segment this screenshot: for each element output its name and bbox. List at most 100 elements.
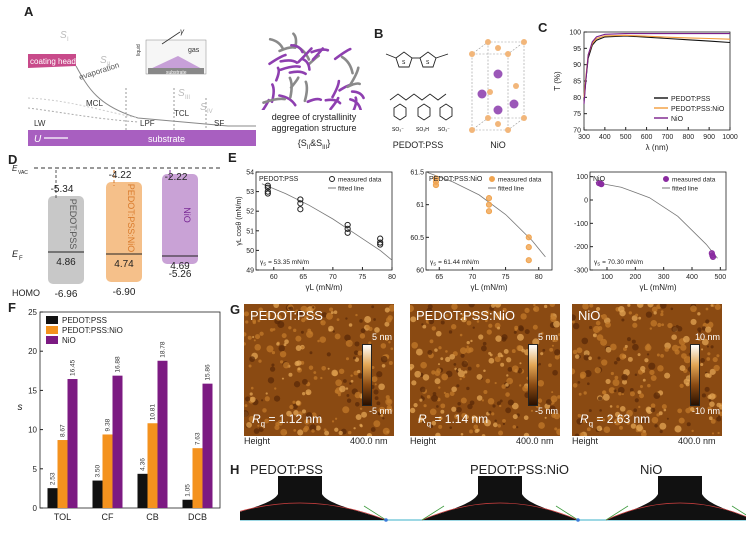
texture-dot [327,367,330,370]
texture-dot [244,410,249,417]
texture-dot [605,321,611,328]
data-point [297,200,304,207]
texture-dot [640,431,647,436]
texture-dot [286,410,292,417]
texture-dot [596,334,604,341]
texture-dot [494,304,502,308]
texture-dot [580,374,585,379]
texture-dot [519,362,522,365]
texture-dot [646,353,650,356]
texture-dot [254,334,261,340]
x-axis-label: γL (mN/m) [639,283,676,292]
texture-dot [249,396,256,403]
texture-dot [476,320,480,323]
texture-dot [540,352,544,356]
texture-dot [353,370,359,376]
texture-dot [480,345,487,352]
texture-dot [469,400,475,406]
texture-dot [502,419,506,423]
texture-dot [432,392,437,396]
contact-angle-droplets [240,476,746,522]
texture-dot [690,318,697,325]
plot-frame [583,31,731,131]
texture-dot [347,430,352,435]
texture-dot [597,356,601,360]
texture-dot [537,398,543,403]
texture-dot [549,347,554,352]
bar-value-label: 7.63 [195,432,202,445]
texture-dot [648,362,656,370]
texture-dot [459,333,463,337]
texture-dot [381,333,384,337]
texture-dot [467,403,473,410]
texture-dot [366,433,373,436]
bar-value-label: 4.36 [140,458,147,471]
texture-dot [418,417,424,423]
texture-dot [629,391,635,397]
texture-dot [283,361,290,369]
bar [57,440,68,508]
texture-dot [460,397,467,404]
texture-dot [633,408,638,413]
texture-dot [618,305,625,313]
svg-text:SO₃⁻: SO₃⁻ [392,127,404,133]
texture-dot [588,356,592,361]
caption-line-2: aggregation structure [271,123,357,133]
chain-stroke [300,57,311,71]
band-name: PEDOT:PSS [68,199,78,250]
texture-dot [334,427,339,432]
texture-dot [267,377,275,384]
x-tick-label: 300 [578,134,590,141]
y-tick-label: 25 [28,308,37,317]
texture-dot [350,379,354,383]
svg-text:gas: gas [188,47,200,54]
x-tick-label: 300 [658,274,670,281]
svg-text:SO₃H: SO₃H [416,127,429,133]
texture-dot [316,417,323,424]
texture-dot [301,409,307,414]
texture-dot [264,396,270,402]
chain-stroke [268,37,285,51]
texture-dot [302,427,308,433]
chain-stroke [274,66,281,82]
texture-dot [244,404,248,408]
texture-dot [384,307,390,313]
texture-dot [683,356,691,364]
texture-dot [481,434,486,436]
texture-dot [332,330,335,333]
droplet-title-pedot-nio: PEDOT:PSS:NiO [470,462,569,477]
texture-dot [647,383,651,388]
svg-text:IV: IV [207,109,213,115]
texture-dot [610,343,617,351]
texture-dot [349,382,352,385]
solubility-bar-chart: 0 5 10 15 20 25 s TOL 2.53 8.67 16.45 CF 3.50 9.38 16.… [18,308,221,522]
texture-dot [661,323,665,327]
x-tick-label: 100 [601,274,613,281]
texture-dot [440,320,445,325]
texture-dot [467,366,472,371]
surface-energy-label: γS = 70.30 mN/m [594,259,643,267]
texture-dot [253,428,260,434]
texture-dot [516,426,519,429]
texture-dot [448,330,453,334]
texture-dot [642,417,648,424]
svg-text:S: S [402,60,406,66]
texture-dot [388,304,394,312]
texture-dot [420,361,427,369]
texture-dot [288,372,293,377]
texture-dot [385,395,390,400]
legend-fitted: fitted line [338,186,364,193]
texture-dot [313,371,317,374]
texture-dot [451,304,458,310]
texture-dot [368,341,372,345]
texture-dot [371,366,375,370]
y-tick-label: 15 [28,386,37,395]
texture-dot [596,416,601,421]
texture-dot [659,304,667,309]
texture-dot [431,394,439,402]
texture-dot [441,373,449,381]
texture-dot [303,315,309,321]
texture-dot [361,411,368,418]
chain-stroke [333,47,352,61]
x-tick-label: 200 [629,274,641,281]
